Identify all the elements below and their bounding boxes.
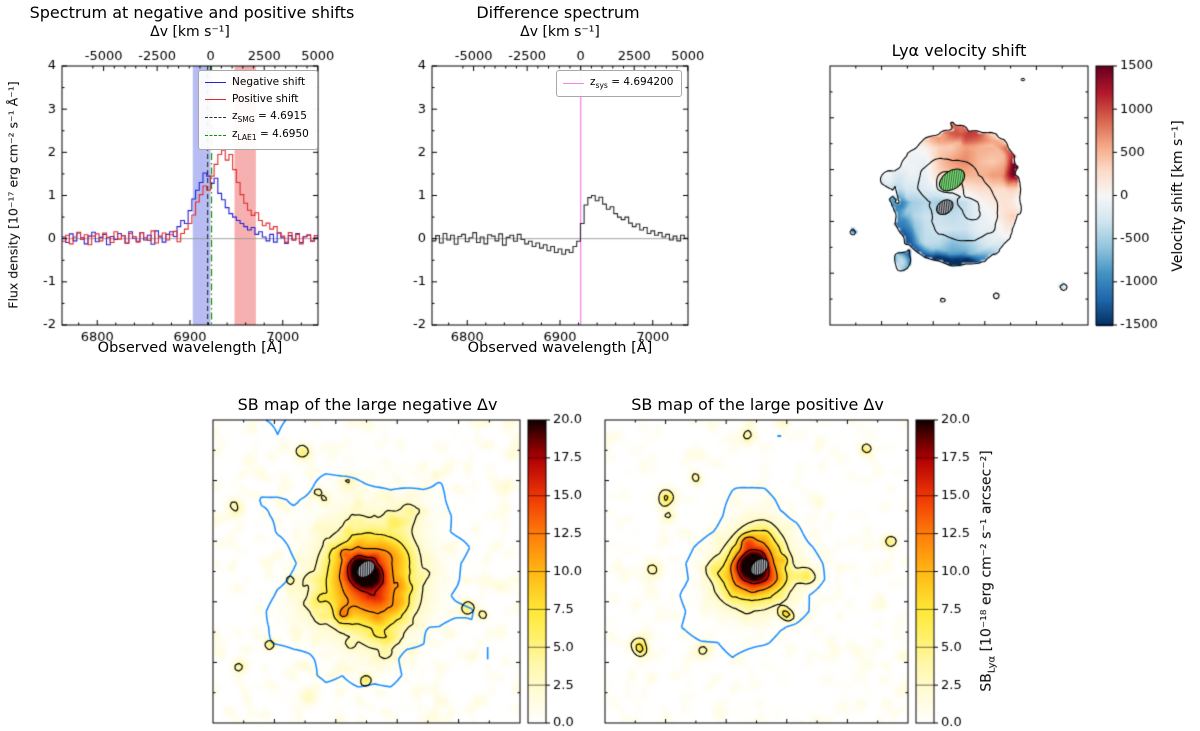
- legend-label-zsys: zsys = 4.694200: [590, 74, 673, 92]
- legend-item-zlae1: zLAE1 = 4.6950: [205, 126, 309, 144]
- velocity-map-canvas: [822, 58, 1098, 336]
- spectrum-ylabel: Flux density [10⁻¹⁷ erg cm⁻² s⁻¹ Å⁻¹]: [5, 81, 21, 309]
- legend-swatch-zsys: [563, 82, 584, 84]
- spectrum-xlabel: Observed wavelength [Å]: [97, 340, 283, 356]
- legend-swatch-zsmg: [205, 116, 226, 118]
- velocity-colorbar-label: Velocity shift [km s⁻¹]: [1170, 120, 1186, 272]
- sb-positive-map-canvas: [597, 412, 918, 731]
- sb-colorbar-label-sub: Lyα: [986, 655, 998, 674]
- sb-positive-title: SB map of the large positive Δv: [631, 395, 884, 414]
- spectrum-panel-title: Spectrum at negative and positive shifts: [29, 3, 355, 22]
- sb-positive-colorbar-canvas: [910, 412, 988, 731]
- zlae1-value: = 4.6950: [256, 128, 309, 141]
- legend-item-zsmg: zSMG = 4.6915: [205, 108, 309, 126]
- zlae1-sub: LAE1: [237, 133, 257, 143]
- legend-item-positive-shift: Positive shift: [205, 91, 309, 108]
- sb-negative-map-canvas: [205, 412, 530, 731]
- spectrum-top-axis-label: Δv [km s⁻¹]: [150, 24, 230, 40]
- velocity-map-title: Lyα velocity shift: [891, 41, 1027, 60]
- sb-colorbar-label-rest: [10⁻¹⁸ erg cm⁻² s⁻¹ arcsec⁻²]: [978, 450, 995, 656]
- legend-swatch-negative-shift: [205, 82, 226, 83]
- legend-swatch-zlae1: [205, 135, 226, 137]
- sb-negative-title: SB map of the large negative Δv: [237, 395, 498, 414]
- legend-label-zlae1: zLAE1 = 4.6950: [232, 126, 309, 144]
- difference-top-axis-label: Δv [km s⁻¹]: [520, 24, 600, 40]
- zsys-value: = 4.694200: [607, 76, 674, 88]
- difference-panel-title: Difference spectrum: [476, 3, 640, 22]
- legend-item-zsys: zsys = 4.694200: [563, 74, 673, 92]
- legend-label-negative-shift: Negative shift: [232, 76, 306, 88]
- velocity-colorbar-canvas: [1090, 58, 1178, 336]
- zsmg-sub: SMG: [237, 115, 255, 125]
- legend-label-zsmg: zSMG = 4.6915: [232, 108, 307, 126]
- zsys-sub: sys: [595, 81, 608, 91]
- legend-difference: zsys = 4.694200: [556, 70, 683, 98]
- sb-negative-colorbar-canvas: [522, 412, 597, 731]
- zsmg-prefix: z: [232, 110, 238, 122]
- sb-colorbar-label-prefix: SB: [978, 673, 995, 692]
- difference-xlabel: Observed wavelength [Å]: [467, 340, 653, 356]
- zsmg-value: = 4.6915: [254, 110, 307, 122]
- sb-colorbar-label: SBLyα [10⁻¹⁸ erg cm⁻² s⁻¹ arcsec⁻²]: [979, 450, 998, 691]
- legend-label-positive-shift: Positive shift: [232, 93, 299, 105]
- zlae1-prefix: z: [232, 128, 238, 141]
- legend-item-negative-shift: Negative shift: [205, 74, 309, 91]
- legend-swatch-positive-shift: [205, 99, 226, 100]
- legend-spectrum: Negative shift Positive shift zSMG = 4.6…: [198, 70, 318, 150]
- zsys-prefix: z: [590, 76, 596, 88]
